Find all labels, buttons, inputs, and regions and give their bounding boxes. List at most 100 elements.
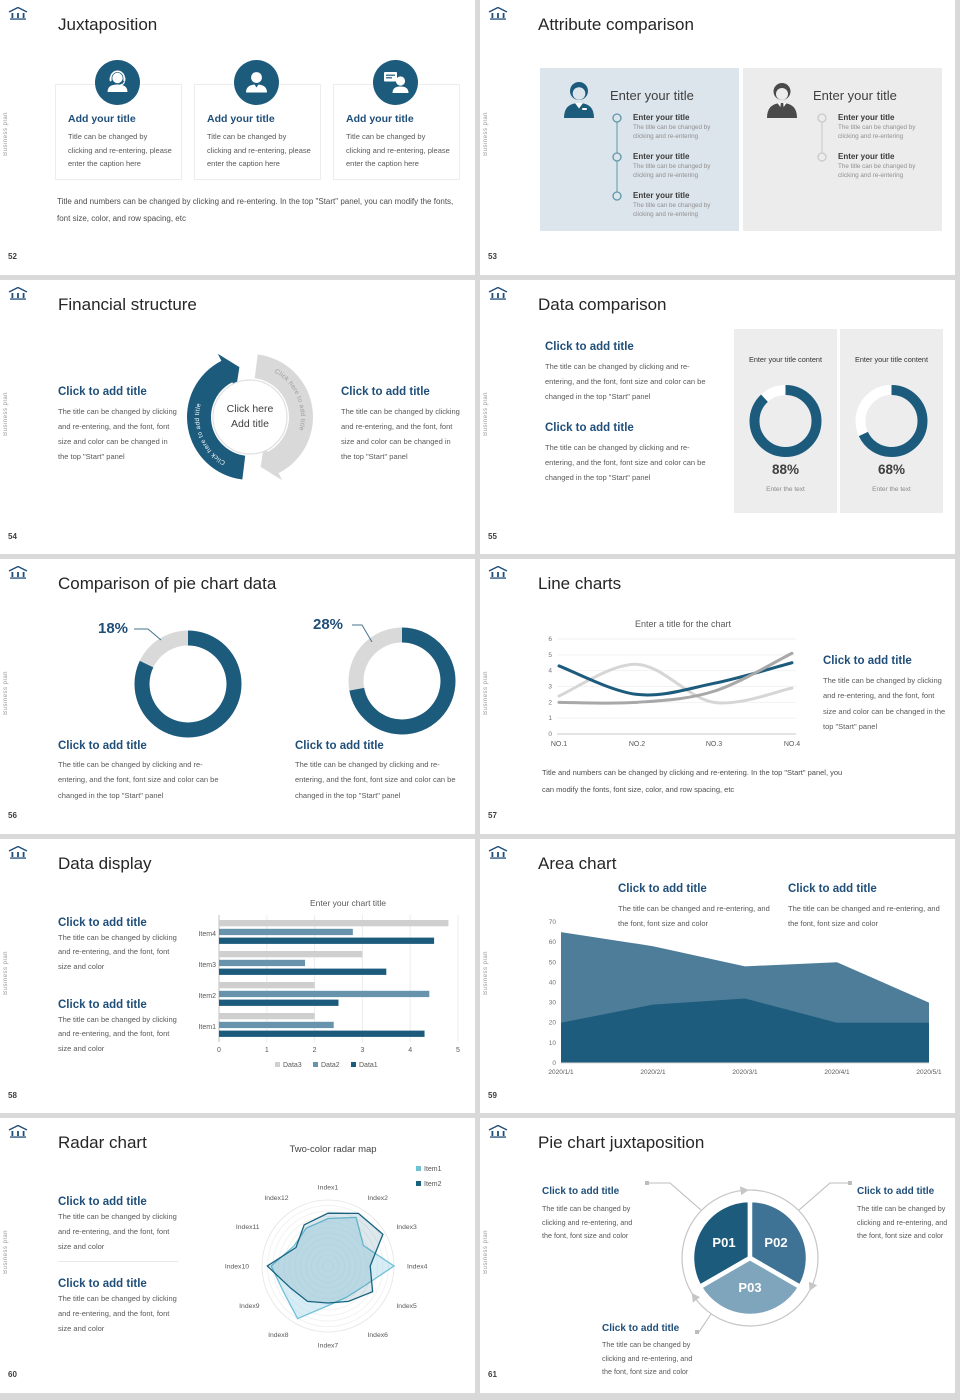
svg-text:2020/1/1: 2020/1/1 [548,1069,574,1076]
donut-card: Enter your title content 88% Enter the t… [734,328,837,513]
slide-57-line-charts[interactable]: Business plan Line charts Enter a title … [480,559,955,834]
slide-54-financial-structure[interactable]: Business plan Financial structure Click … [0,279,475,555]
svg-text:0: 0 [217,1047,221,1054]
timeline-item-title: Enter your title [838,152,895,161]
svg-text:Item1: Item1 [198,1024,216,1031]
block-heading: Click to add title [341,385,430,398]
svg-text:Index6: Index6 [368,1332,389,1339]
block-heading: Click to add title [58,1278,147,1291]
svg-text:10: 10 [549,1040,557,1047]
donut-pair-chart [134,624,456,738]
block-heading: Click to add title [542,1186,620,1198]
svg-text:0: 0 [552,1060,556,1067]
legend-swatch [416,1181,421,1187]
svg-text:60: 60 [549,939,557,946]
svg-text:NO.1: NO.1 [551,741,567,748]
comparison-panel-left: Enter your title Enter your title The ti… [540,68,739,231]
svg-text:6: 6 [548,636,552,643]
slide-55-data-comparison[interactable]: Business plan Data comparison Click to a… [480,279,955,555]
slide-58-data-display[interactable]: Business plan Data display Click to add … [0,838,475,1114]
svg-text:2020/5/1: 2020/5/1 [916,1069,942,1076]
svg-text:4: 4 [548,668,552,675]
slide-52-juxtaposition[interactable]: Business plan Juxtaposition Add your tit… [0,0,475,275]
timeline-item-title: Enter your title [633,191,690,200]
chart-title: Two-color radar map [289,1144,377,1156]
page-title: Comparison of pie chart data [58,574,277,594]
line-chart: Enter a title for the chart 0 1 2 3 4 5 6 NO.1 NO… [548,619,800,748]
cycle-center-line2: Add title [231,417,269,430]
block-body: The title can be changed by clicking and… [58,1294,177,1333]
svg-text:Index9: Index9 [239,1303,260,1310]
block-heading: Click to add title [618,882,707,895]
svg-text:3: 3 [360,1047,364,1054]
page-title: Financial structure [58,294,197,314]
sidebar-watermark: Business plan [3,950,9,995]
donut-percent-label: 28% [313,616,344,634]
svg-text:Enter your chart title: Enter your chart title [310,898,386,908]
svg-text:4: 4 [408,1047,412,1054]
timeline-item-body: The title can be changed by clicking and… [838,163,916,179]
slide-number: 54 [8,531,17,541]
svg-text:Index2: Index2 [368,1195,389,1202]
block-body: The title can be changed by clicking and… [58,1212,177,1251]
female-person-icon [561,80,597,123]
svg-text:0: 0 [548,731,552,738]
timeline-item-title: Enter your title [633,152,690,161]
school-logo-icon [488,286,508,305]
svg-text:Index7: Index7 [318,1343,339,1350]
svg-text:Index1: Index1 [318,1185,339,1192]
sidebar-watermark: Business plan [483,671,489,716]
svg-text:Item2: Item2 [198,993,216,1000]
page-title: Radar chart [58,1133,147,1153]
support-agent-icon [95,60,140,105]
school-logo-icon [8,286,28,305]
slide-60-radar-chart[interactable]: Business plan Radar chart Click to add t… [0,1118,475,1393]
divider [58,1261,178,1263]
block-heading: Click to add title [788,882,877,895]
svg-text:NO.3: NO.3 [706,741,722,748]
card-heading: Add your title [68,113,136,125]
donut-percent-label: 18% [98,620,129,638]
sidebar-watermark: Business plan [3,391,9,436]
svg-text:2020/4/1: 2020/4/1 [824,1069,850,1076]
block-body: The title can be changed by clicking and… [542,1204,633,1240]
svg-text:40: 40 [549,979,557,986]
slide-number: 55 [488,531,497,541]
svg-text:5: 5 [548,652,552,659]
school-logo-icon [8,565,28,584]
svg-text:Index11: Index11 [236,1224,260,1231]
timeline-graphic [817,113,827,162]
radar-chart: Index1 Index2 Index3 Index4 Index5 Index6 Inde… [225,1185,428,1350]
donut-chart [855,384,928,457]
block-body: The title can be changed by clicking and… [58,932,177,971]
svg-text:1: 1 [265,1047,269,1054]
slide-number: 60 [8,1370,17,1380]
school-logo-icon [488,565,508,584]
slide-59-area-chart[interactable]: Business plan Area chart Click to add ti… [480,838,955,1114]
slide-53-attribute-comparison[interactable]: Business plan Attribute comparison Enter… [480,0,955,275]
donut-caption: Enter the text [766,485,805,493]
slide-61-pie-juxtaposition[interactable]: Business plan Pie chart juxtaposition P0… [480,1118,955,1393]
block-heading: Click to add title [58,1196,147,1209]
timeline-item-body: The title can be changed by clicking and… [633,124,711,140]
sidebar-watermark: Business plan [3,112,9,156]
page-title: Area chart [538,853,617,873]
svg-text:Data2: Data2 [321,1062,340,1069]
svg-text:1: 1 [548,715,552,722]
slide-56-pie-comparison[interactable]: Business plan Comparison of pie chart da… [0,559,475,834]
block-heading: Click to add title [602,1323,680,1335]
donut-caption: Enter the text [872,485,911,493]
block-body: The title can be changed by clicking and… [341,406,460,462]
legend-item1: Item1 [416,1166,442,1173]
timeline-item-body: The title can be changed by clicking and… [633,202,711,218]
block-body: The title can be changed by clicking and… [58,406,177,462]
svg-text:2: 2 [548,700,552,707]
sidebar-watermark: Business plan [483,391,489,436]
svg-text:3: 3 [548,684,552,691]
svg-text:Index5: Index5 [396,1303,417,1310]
block-heading: Click to add title [58,916,147,929]
block-body: The title can be changed by clicking and… [602,1340,693,1376]
block-body: The title can be changed and re-entering… [618,903,770,929]
svg-text:2020/2/1: 2020/2/1 [640,1069,666,1076]
